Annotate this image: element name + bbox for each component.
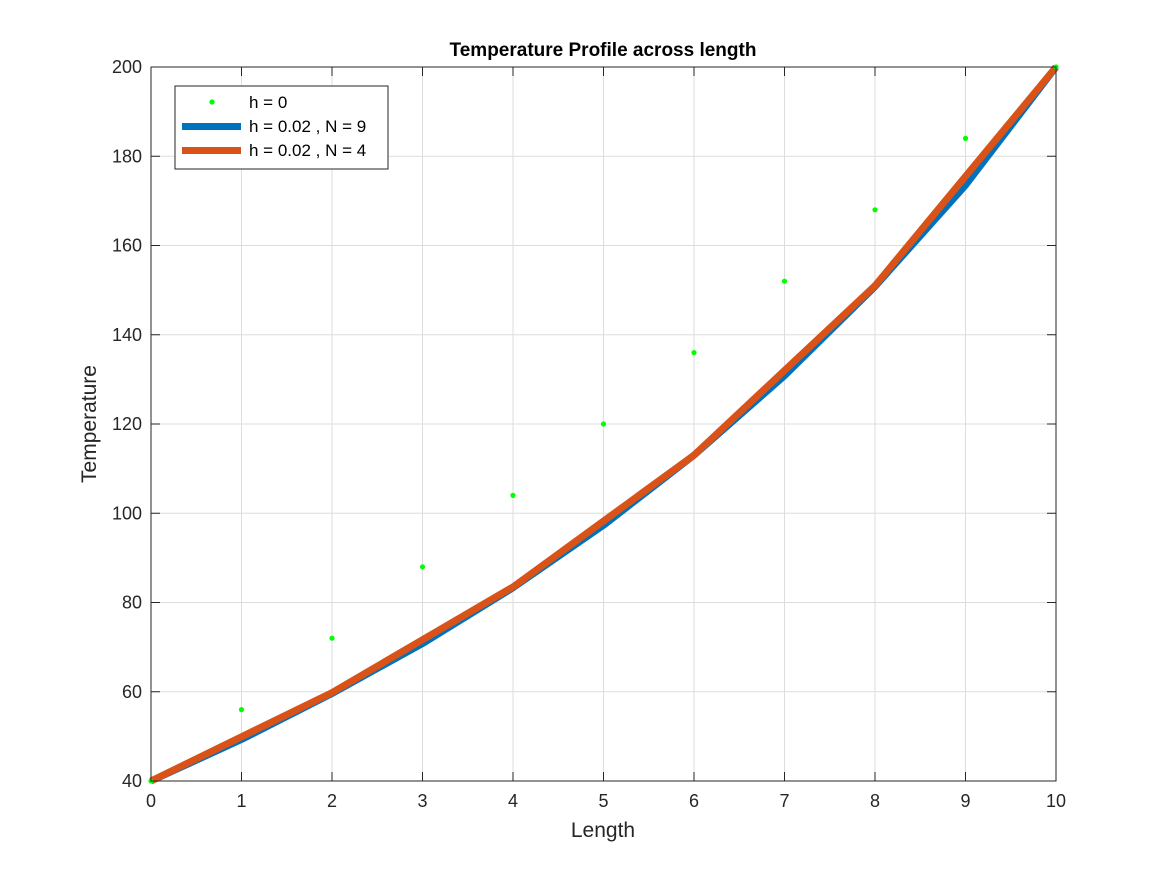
y-tick-label: 40 xyxy=(122,771,142,791)
y-tick-label: 100 xyxy=(112,503,142,523)
y-tick-label: 200 xyxy=(112,57,142,77)
series-line xyxy=(149,64,1059,785)
x-axis-label: Length xyxy=(571,819,635,842)
x-tick-label: 9 xyxy=(960,791,970,811)
y-axis-label: Temperature xyxy=(78,365,101,483)
legend-marker-h0 xyxy=(209,99,215,105)
series-2 xyxy=(149,64,1059,785)
chart-title: Temperature Profile across length xyxy=(450,40,757,61)
y-tick-label: 160 xyxy=(112,236,142,256)
x-tick-label: 5 xyxy=(598,791,608,811)
x-tick-label: 3 xyxy=(417,791,427,811)
legend-entry-h0: h = 0 xyxy=(209,93,287,112)
y-tick-label: 140 xyxy=(112,325,142,345)
x-tick-label: 6 xyxy=(689,791,699,811)
x-tick-label: 0 xyxy=(146,791,156,811)
legend-label-n4: h = 0.02 , N = 4 xyxy=(249,141,366,160)
data-point xyxy=(510,492,516,498)
data-point xyxy=(238,707,245,713)
legend[interactable]: h = 0 h = 0.02 , N = 9 h = 0.02 , N = 4 xyxy=(174,85,389,170)
data-point xyxy=(872,207,878,213)
series-layer xyxy=(148,64,1059,785)
data-point xyxy=(962,135,969,141)
data-point xyxy=(419,564,426,570)
legend-label-n9: h = 0.02 , N = 9 xyxy=(249,117,366,136)
legend-entry-n4: h = 0.02 , N = 4 xyxy=(182,141,366,160)
x-tick-label: 4 xyxy=(508,791,518,811)
y-tick-label: 120 xyxy=(112,414,142,434)
y-tick-label: 80 xyxy=(122,593,142,613)
x-tick-label: 1 xyxy=(236,791,246,811)
legend-label-h0: h = 0 xyxy=(249,93,287,112)
x-tick-label: 8 xyxy=(870,791,880,811)
y-tick-label: 180 xyxy=(112,146,142,166)
x-tick-labels: 0 1 2 3 4 5 6 7 8 9 10 xyxy=(146,791,1066,811)
data-point xyxy=(691,350,697,356)
x-tick-label: 7 xyxy=(779,791,789,811)
data-point xyxy=(600,421,607,427)
grid-lines xyxy=(151,67,1056,781)
tick-marks xyxy=(150,66,1057,782)
data-point xyxy=(329,635,335,641)
y-tick-label: 60 xyxy=(122,682,142,702)
x-tick-label: 2 xyxy=(327,791,337,811)
legend-entry-n9: h = 0.02 , N = 9 xyxy=(182,117,366,136)
y-tick-labels: 40 60 80 100 120 140 160 180 200 xyxy=(112,57,142,791)
data-point xyxy=(781,278,788,284)
x-tick-label: 10 xyxy=(1046,791,1066,811)
